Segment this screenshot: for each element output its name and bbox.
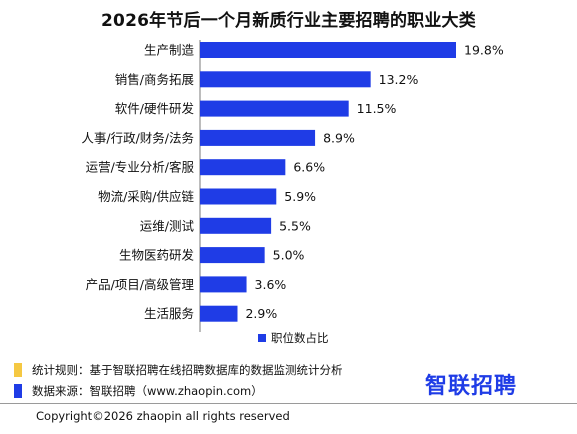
bar-3 [200,129,316,146]
legend: 职位数占比 [258,330,329,346]
value-label-8: 3.6% [255,277,287,292]
copyright-text: Copyright©2026 zhaopin all rights reserv… [36,409,290,423]
bar-2 [200,100,349,117]
legend-label: 职位数占比 [271,331,329,345]
footnote-rule-text: 统计规则：基于智联招聘在线招聘数据库的数据监测统计分析 [32,363,343,377]
footnote-source-marker [14,384,22,398]
category-label-1: 销售/商务拓展 [115,72,194,87]
value-label-2: 11.5% [357,101,397,116]
category-label-9: 生活服务 [144,306,194,321]
category-label-8: 产品/项目/高级管理 [86,277,195,292]
category-label-2: 软件/硬件研发 [115,101,195,116]
bar-9 [200,305,238,322]
category-label-7: 生物医药研发 [119,248,195,263]
bar-1 [200,71,371,88]
category-label-0: 生产制造 [144,43,195,58]
footnote-rule-marker [14,363,22,377]
category-label-5: 物流/采购/供应链 [98,189,194,204]
value-label-1: 13.2% [379,72,419,87]
legend-swatch [258,334,266,342]
value-label-0: 19.8% [464,43,504,58]
category-label-6: 运维/测试 [140,218,195,233]
footnote-source-text: 数据来源：智联招聘（www.zhaopin.com） [32,384,263,398]
bar-4 [200,159,286,176]
zhaopin-logo: 智联招聘 [425,374,518,399]
value-label-4: 6.6% [293,160,325,175]
value-label-3: 8.9% [323,130,355,145]
bar-7 [200,247,265,264]
footnote-source: 数据来源：智联招聘（www.zhaopin.com） [14,383,263,399]
bar-5 [200,188,277,205]
footer-divider [0,403,577,404]
value-label-5: 5.9% [284,189,316,204]
value-label-6: 5.5% [279,218,311,233]
bar-6 [200,217,272,234]
category-label-4: 运营/专业分析/客服 [86,160,195,175]
bar-0 [200,42,456,58]
bar-8 [200,276,247,293]
chart-title: 2026年节后一个月新质行业主要招聘的职业大类 [101,11,476,31]
category-label-3: 人事/行政/财务/法务 [81,130,194,145]
footnote-rule: 统计规则：基于智联招聘在线招聘数据库的数据监测统计分析 [14,362,343,378]
value-label-9: 2.9% [245,306,277,321]
value-label-7: 5.0% [273,248,305,263]
